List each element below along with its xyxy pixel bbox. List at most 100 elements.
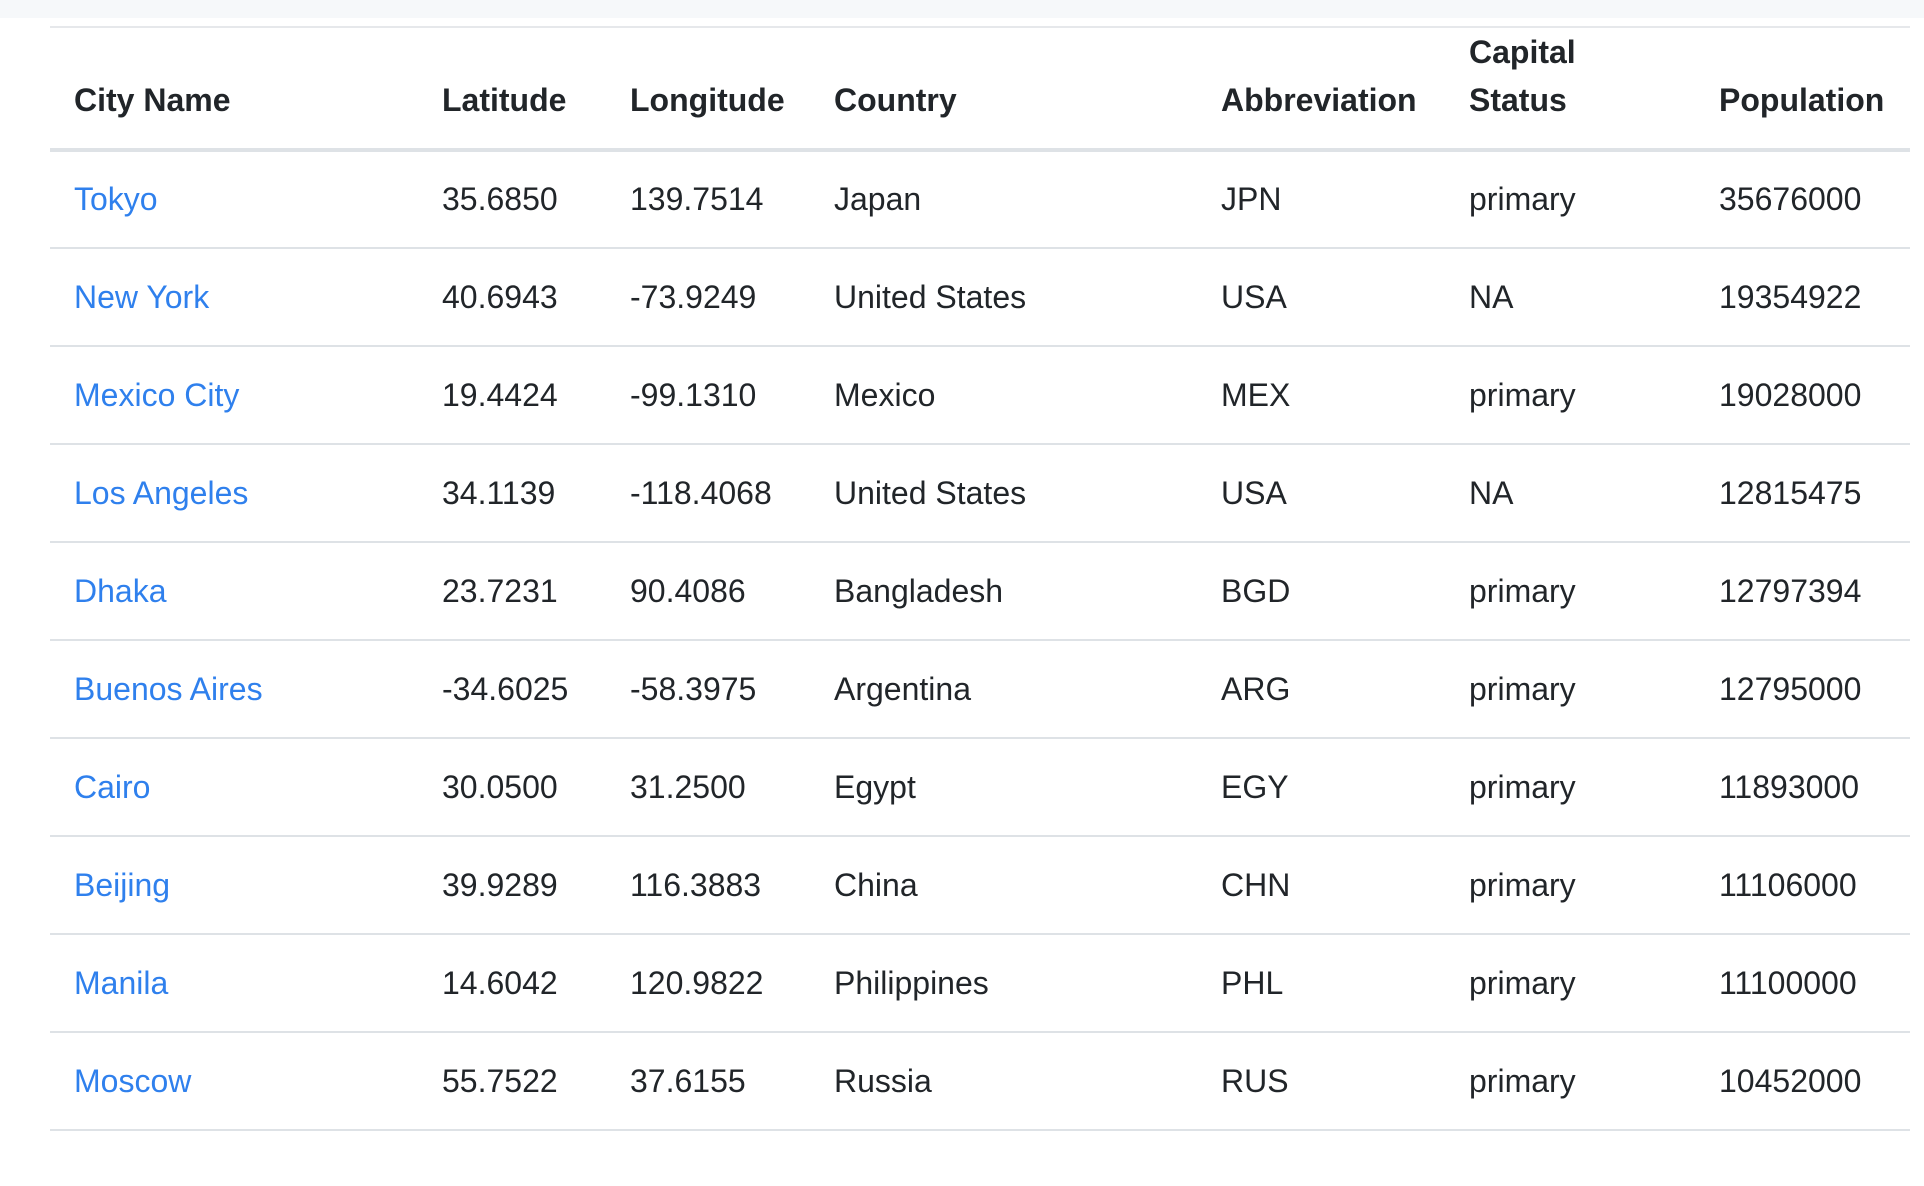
cell-latitude: 35.6850	[418, 150, 606, 249]
cell-abbreviation: USA	[1197, 248, 1445, 347]
table-row: Buenos Aires -34.6025 -58.3975 Argentina ARG…	[50, 640, 1910, 739]
top-bar	[0, 0, 1924, 18]
cell-city-name: Cairo	[50, 738, 418, 837]
cell-city-name: New York	[50, 248, 418, 347]
table-row: Tokyo 35.6850 139.7514 Japan JPN primary 35676…	[50, 150, 1910, 249]
cell-abbreviation: USA	[1197, 444, 1445, 543]
cell-latitude: 40.6943	[418, 248, 606, 347]
city-link[interactable]: Manila	[74, 964, 169, 1001]
table-row: Dhaka 23.7231 90.4086 Bangladesh BGD primary 1…	[50, 542, 1910, 641]
cell-capital-status: primary	[1445, 542, 1695, 641]
header-longitude: Longitude	[606, 27, 810, 152]
cell-country: Philippines	[810, 934, 1197, 1033]
cell-longitude: 120.9822	[606, 934, 810, 1033]
cell-country: United States	[810, 248, 1197, 347]
cell-abbreviation: EGY	[1197, 738, 1445, 837]
cell-latitude: 30.0500	[418, 738, 606, 837]
table-row: New York 40.6943 -73.9249 United States USA N…	[50, 248, 1910, 347]
cell-population: 35676000	[1695, 150, 1910, 249]
cell-population: 10452000	[1695, 1032, 1910, 1131]
cell-city-name: Los Angeles	[50, 444, 418, 543]
cell-population: 11100000	[1695, 934, 1910, 1033]
cell-population: 19354922	[1695, 248, 1910, 347]
header-abbreviation: Abbreviation	[1197, 27, 1445, 152]
cell-capital-status: NA	[1445, 248, 1695, 347]
table-row: Los Angeles 34.1139 -118.4068 United States…	[50, 444, 1910, 543]
cell-capital-status: primary	[1445, 150, 1695, 249]
cell-capital-status: primary	[1445, 934, 1695, 1033]
header-city-name: City Name	[50, 27, 418, 152]
cell-longitude: 31.2500	[606, 738, 810, 837]
cell-latitude: 34.1139	[418, 444, 606, 543]
cell-abbreviation: RUS	[1197, 1032, 1445, 1131]
cell-latitude: 23.7231	[418, 542, 606, 641]
table-header: City Name Latitude Longitude Country Abb…	[50, 27, 1910, 152]
city-link[interactable]: Moscow	[74, 1062, 192, 1099]
cell-country: Japan	[810, 150, 1197, 249]
cell-country: United States	[810, 444, 1197, 543]
cell-longitude: -118.4068	[606, 444, 810, 543]
city-link[interactable]: Tokyo	[74, 181, 158, 217]
header-population: Population	[1695, 27, 1910, 152]
cell-country: Mexico	[810, 346, 1197, 445]
cell-population: 11106000	[1695, 836, 1910, 935]
city-link[interactable]: Mexico City	[74, 376, 240, 413]
cell-latitude: 39.9289	[418, 836, 606, 935]
cell-capital-status: primary	[1445, 836, 1695, 935]
cell-abbreviation: JPN	[1197, 150, 1445, 249]
cell-latitude: 55.7522	[418, 1032, 606, 1131]
table-body: Tokyo 35.6850 139.7514 Japan JPN primary 35676…	[50, 150, 1910, 1131]
table-container: City Name Latitude Longitude Country Abb…	[50, 26, 1910, 1131]
city-link[interactable]: Dhaka	[74, 572, 167, 609]
city-link[interactable]: Buenos Aires	[74, 670, 263, 707]
cell-latitude: 14.6042	[418, 934, 606, 1033]
cell-abbreviation: PHL	[1197, 934, 1445, 1033]
cell-capital-status: primary	[1445, 1032, 1695, 1131]
cities-table: City Name Latitude Longitude Country Abb…	[50, 26, 1910, 1131]
cell-population: 11893000	[1695, 738, 1910, 837]
city-link[interactable]: Cairo	[74, 768, 151, 805]
cell-capital-status: primary	[1445, 346, 1695, 445]
cell-latitude: -34.6025	[418, 640, 606, 739]
cell-country: China	[810, 836, 1197, 935]
cell-latitude: 19.4424	[418, 346, 606, 445]
city-link[interactable]: Beijing	[74, 866, 171, 903]
cell-longitude: 90.4086	[606, 542, 810, 641]
cell-population: 19028000	[1695, 346, 1910, 445]
table-row: Cairo 30.0500 31.2500 Egypt EGY primary 118930…	[50, 738, 1910, 837]
cell-longitude: 116.3883	[606, 836, 810, 935]
header-country: Country	[810, 27, 1197, 152]
cell-country: Argentina	[810, 640, 1197, 739]
table-row: Mexico City 19.4424 -99.1310 Mexico MEX prima…	[50, 346, 1910, 445]
cell-longitude: -73.9249	[606, 248, 810, 347]
city-link[interactable]: New York	[74, 278, 210, 315]
cell-city-name: Tokyo	[50, 150, 418, 249]
cell-abbreviation: BGD	[1197, 542, 1445, 641]
cell-country: Russia	[810, 1032, 1197, 1131]
cell-abbreviation: MEX	[1197, 346, 1445, 445]
table-row: Manila 14.6042 120.9822 Philippines PHL prima…	[50, 934, 1910, 1033]
cell-city-name: Buenos Aires	[50, 640, 418, 739]
cell-city-name: Manila	[50, 934, 418, 1033]
cell-capital-status: primary	[1445, 738, 1695, 837]
cell-city-name: Dhaka	[50, 542, 418, 641]
cell-city-name: Beijing	[50, 836, 418, 935]
city-link[interactable]: Los Angeles	[74, 474, 249, 511]
cell-capital-status: NA	[1445, 444, 1695, 543]
cell-capital-status: primary	[1445, 640, 1695, 739]
header-capital-status: Capital Status	[1445, 27, 1695, 152]
table-row: Moscow 55.7522 37.6155 Russia RUS primary 1045…	[50, 1032, 1910, 1131]
cell-longitude: -99.1310	[606, 346, 810, 445]
cell-abbreviation: CHN	[1197, 836, 1445, 935]
header-row: City Name Latitude Longitude Country Abb…	[50, 27, 1910, 152]
cell-longitude: 37.6155	[606, 1032, 810, 1131]
cell-city-name: Mexico City	[50, 346, 418, 445]
cell-longitude: -58.3975	[606, 640, 810, 739]
cell-population: 12815475	[1695, 444, 1910, 543]
cell-country: Egypt	[810, 738, 1197, 837]
cell-population: 12797394	[1695, 542, 1910, 641]
cell-longitude: 139.7514	[606, 150, 810, 249]
table-row: Beijing 39.9289 116.3883 China CHN primary 111…	[50, 836, 1910, 935]
cell-abbreviation: ARG	[1197, 640, 1445, 739]
cell-city-name: Moscow	[50, 1032, 418, 1131]
